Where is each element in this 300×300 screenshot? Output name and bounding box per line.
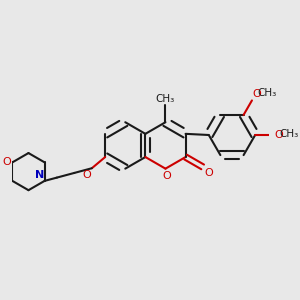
Text: O: O: [162, 171, 171, 181]
Text: CH₃: CH₃: [156, 94, 175, 103]
Text: O: O: [274, 130, 283, 140]
Text: N: N: [35, 170, 44, 180]
Text: O: O: [204, 168, 213, 178]
Text: CH₃: CH₃: [257, 88, 277, 98]
Text: O: O: [2, 157, 11, 167]
Text: O: O: [82, 170, 91, 180]
Text: O: O: [252, 89, 261, 99]
Text: CH₃: CH₃: [280, 129, 299, 139]
